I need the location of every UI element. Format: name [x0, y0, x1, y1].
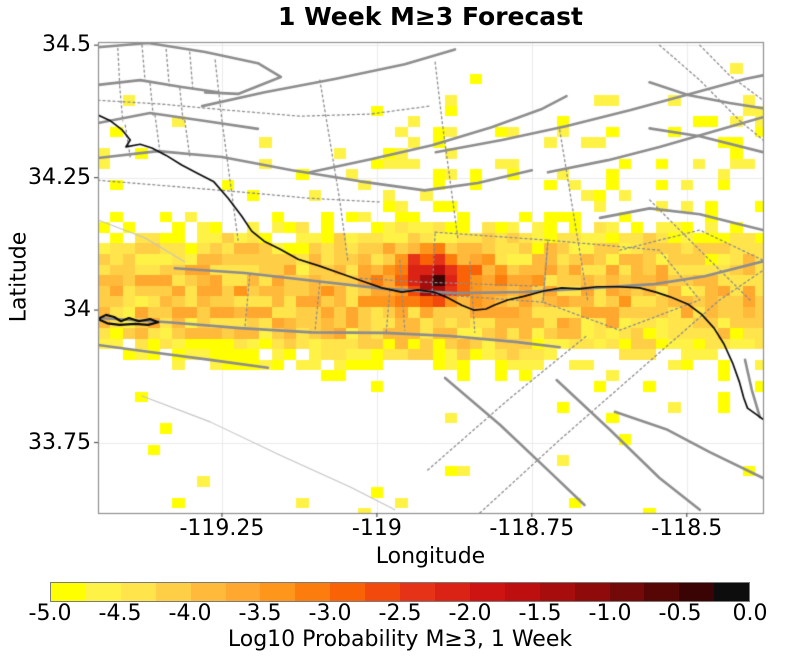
colorbar-tick-label: -2.0 — [448, 601, 492, 626]
colorbar-tick-label: -3.5 — [238, 601, 282, 626]
y-tick-label: 34.5 — [42, 32, 91, 58]
y-tick-label: 34.25 — [28, 164, 91, 190]
colorbar-segment — [644, 583, 680, 601]
y-tick-label: 34 — [63, 297, 91, 323]
x-tick-label: -118.5 — [651, 516, 723, 541]
colorbar-segment — [539, 583, 575, 601]
colorbar-segment — [434, 583, 470, 601]
colorbar-tick-label: -1.0 — [588, 601, 632, 626]
chart-title: 1 Week M≥3 Forecast — [278, 2, 583, 31]
colorbar-segment — [469, 583, 505, 601]
colorbar-segment — [714, 583, 750, 601]
colorbar-segment — [330, 583, 366, 601]
colorbar-segment — [225, 583, 261, 601]
y-tick-label: 33.75 — [28, 429, 91, 455]
colorbar-tick-label: -3.0 — [308, 601, 352, 626]
colorbar-gradient — [50, 582, 750, 602]
colorbar-segment — [51, 583, 86, 601]
colorbar-segment — [400, 583, 435, 601]
x-tick-label: -119 — [351, 516, 402, 541]
colorbar-segment — [609, 583, 645, 601]
x-tick-label: -119.25 — [179, 516, 265, 541]
colorbar-tick-label: -4.0 — [168, 601, 212, 626]
x-tick-label: -118.75 — [489, 516, 575, 541]
colorbar-segment — [679, 583, 715, 601]
colorbar-tick-label: 0.0 — [732, 601, 768, 626]
colorbar-segment — [295, 583, 331, 601]
colorbar-tick-label: -1.5 — [518, 601, 562, 626]
colorbar-tick-label: -5.0 — [28, 601, 72, 626]
colorbar-tick-label: -0.5 — [658, 601, 702, 626]
colorbar-segment — [120, 583, 156, 601]
colorbar-segment — [365, 583, 401, 601]
colorbar-segment — [260, 583, 296, 601]
colorbar-tick-label: -4.5 — [98, 601, 142, 626]
colorbar-segment — [574, 583, 610, 601]
colorbar-segment — [190, 583, 226, 601]
colorbar-tick-label: -2.5 — [378, 601, 422, 626]
colorbar-segment — [504, 583, 540, 601]
colorbar-label: Log10 Probability M≥3, 1 Week — [227, 627, 573, 652]
colorbar-segment — [85, 583, 121, 601]
x-axis-label: Longitude — [375, 544, 486, 569]
colorbar-segment — [155, 583, 191, 601]
